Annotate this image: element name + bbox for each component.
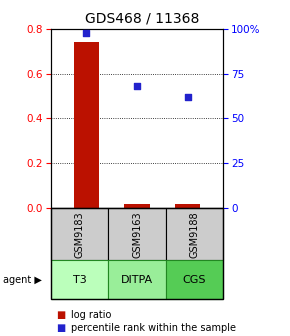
- Text: percentile rank within the sample: percentile rank within the sample: [71, 323, 236, 333]
- Point: [135, 83, 139, 89]
- Text: ■: ■: [57, 310, 66, 320]
- Text: agent ▶: agent ▶: [3, 275, 42, 285]
- Bar: [74, 42, 99, 208]
- Text: ■: ■: [57, 323, 66, 333]
- Text: GSM9188: GSM9188: [190, 211, 200, 258]
- Text: DITPA: DITPA: [121, 275, 153, 285]
- Bar: [124, 204, 150, 208]
- Text: T3: T3: [72, 275, 86, 285]
- Text: GSM9163: GSM9163: [132, 211, 142, 258]
- Text: log ratio: log ratio: [71, 310, 111, 320]
- Text: GDS468 / 11368: GDS468 / 11368: [85, 12, 199, 26]
- Text: CGS: CGS: [183, 275, 206, 285]
- Point: [186, 94, 190, 99]
- Text: GSM9183: GSM9183: [75, 211, 84, 258]
- Bar: [175, 204, 200, 208]
- Point: [84, 30, 89, 36]
